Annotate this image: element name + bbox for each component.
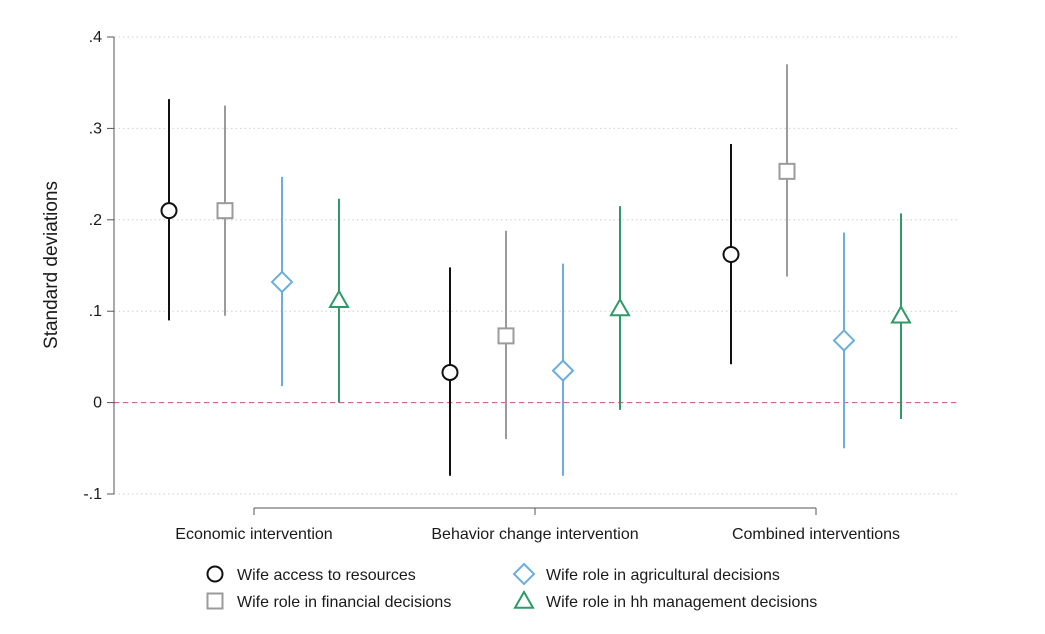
point-estimate-triangle: [609, 297, 631, 317]
y-tick-label: .2: [89, 212, 102, 229]
legend-label: Wife role in agricultural decisions: [546, 567, 780, 584]
y-tick-label: 0: [93, 395, 102, 412]
y-tick-label: .4: [89, 29, 102, 46]
legend-marker-square: [206, 592, 224, 610]
legend-marker-triangle: [513, 589, 535, 609]
point-estimate-triangle: [890, 304, 912, 324]
point-estimate-circle: [160, 202, 178, 220]
legend-label: Wife role in financial decisions: [237, 594, 451, 611]
legend-label: Wife role in hh management decisions: [546, 594, 817, 611]
gridlines: [114, 36, 958, 495]
legend: Wife access to resources Wife role in fin…: [206, 562, 817, 611]
y-tick-label: .3: [89, 120, 102, 137]
y-tick-label: -.1: [83, 486, 102, 503]
point-estimate-circle: [722, 246, 740, 264]
point-estimate-diamond: [832, 329, 856, 352]
point-estimate-square: [497, 327, 515, 345]
point-estimate-square: [778, 162, 796, 180]
x-tick-label: Behavior change intervention: [431, 526, 638, 543]
error-bars: [160, 64, 912, 476]
point-estimate-triangle: [328, 289, 350, 308]
y-tick-label: .1: [89, 303, 102, 320]
y-axis-ticks: -.1 0 .1 .2 .3 .4: [83, 29, 114, 503]
y-axis-title: Standard deviations: [41, 181, 62, 349]
x-tick-label: Combined interventions: [732, 526, 900, 543]
legend-marker-circle: [206, 565, 224, 583]
legend-marker-diamond: [512, 562, 536, 586]
legend-label: Wife access to resources: [237, 567, 416, 584]
x-tick-label: Economic intervention: [175, 526, 332, 543]
point-estimate-circle: [441, 363, 459, 381]
point-estimate-square: [216, 202, 234, 220]
point-estimate-diamond: [551, 359, 575, 383]
point-estimate-diamond: [270, 270, 294, 294]
x-axis: Economic intervention Behavior change int…: [175, 507, 900, 543]
